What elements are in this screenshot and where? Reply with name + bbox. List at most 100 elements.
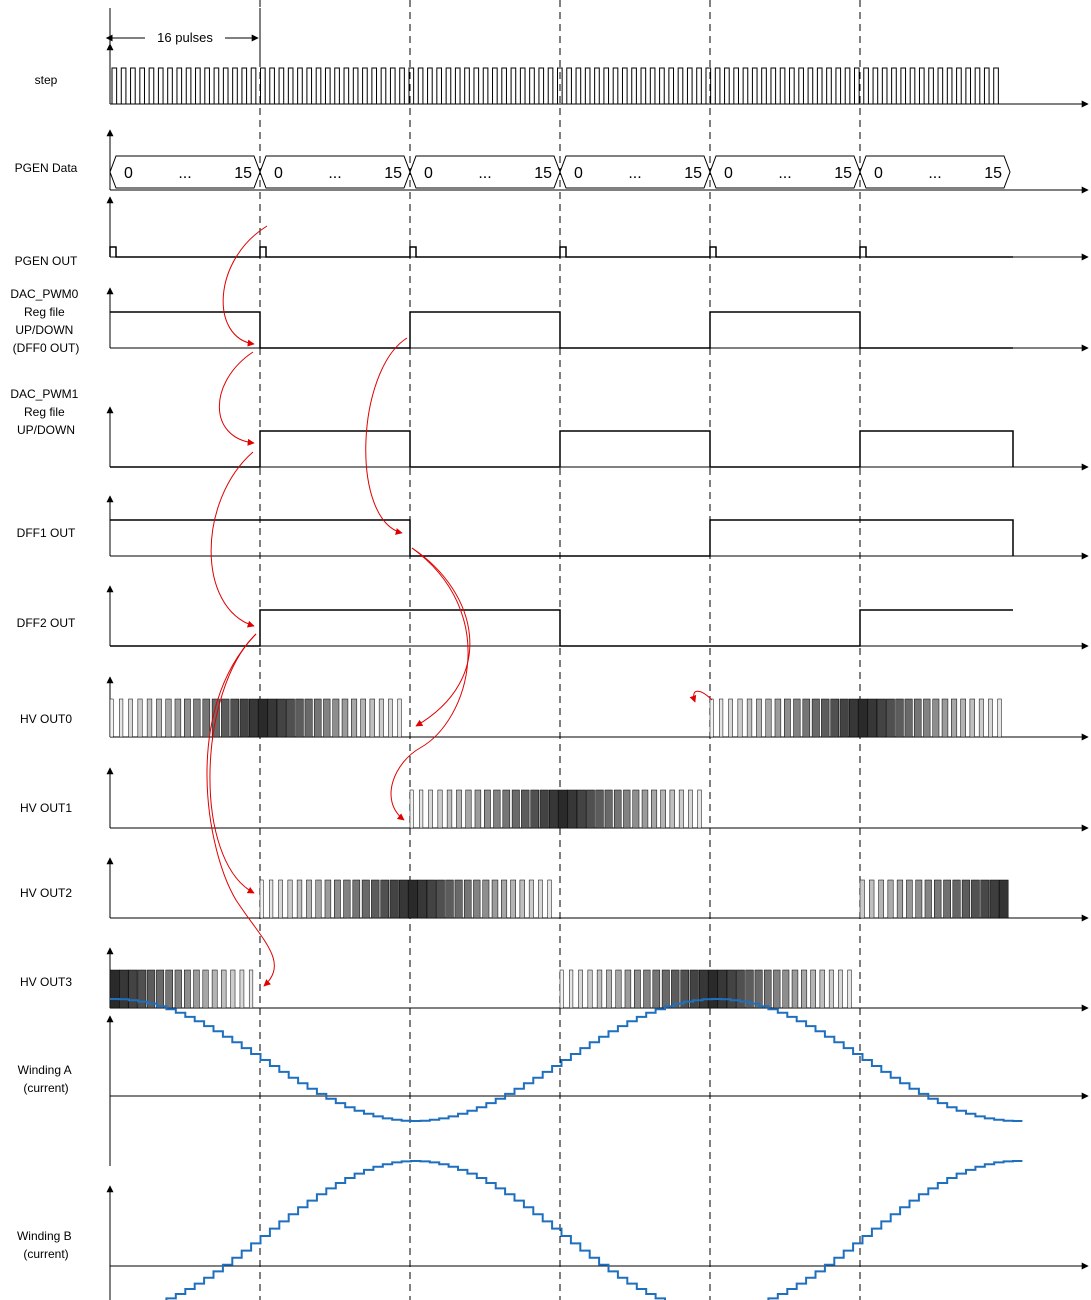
hv-pulse bbox=[793, 698, 801, 738]
hv-pulse bbox=[756, 698, 762, 738]
hv-pulse bbox=[286, 698, 295, 738]
hv-pulse bbox=[960, 698, 966, 738]
signal-labels: step PGEN Data PGEN OUT DAC_PWM0 Reg fil… bbox=[10, 73, 79, 1261]
bus-start-value: 0 bbox=[874, 165, 883, 182]
hv-pulse bbox=[558, 789, 569, 829]
level-waveforms bbox=[110, 311, 1014, 647]
hv-pulse bbox=[613, 789, 622, 829]
hv-pulse bbox=[719, 698, 724, 738]
hv-pulse bbox=[980, 879, 990, 919]
hv-pulse bbox=[146, 698, 153, 738]
hv-pulse bbox=[230, 969, 236, 1009]
hv-pulse bbox=[971, 879, 980, 919]
hv-pulse bbox=[698, 969, 709, 1009]
hv-pulse bbox=[491, 879, 499, 919]
hv-pulse bbox=[165, 698, 172, 738]
bus-ellipsis: ... bbox=[178, 165, 191, 182]
hv-pulse bbox=[801, 969, 808, 1009]
hv-pulse bbox=[989, 879, 999, 919]
label-winding-a: Winding A (current) bbox=[18, 1063, 75, 1095]
hv-pulse bbox=[397, 698, 402, 738]
hv-pulse bbox=[248, 969, 254, 1009]
hv-pulse bbox=[604, 789, 613, 829]
hv-pulse bbox=[259, 879, 264, 919]
hv-pulse bbox=[623, 789, 631, 829]
hv-pulse bbox=[669, 789, 675, 829]
hv-pulse bbox=[174, 969, 182, 1009]
hv-pulse bbox=[661, 969, 670, 1009]
label-hv3: HV OUT3 bbox=[20, 975, 72, 989]
hv-pulse bbox=[641, 789, 649, 829]
hv-pulse bbox=[539, 789, 549, 829]
hv-pulse bbox=[239, 698, 249, 738]
hv-pulse bbox=[821, 698, 830, 738]
hv-pulse bbox=[941, 698, 949, 738]
hv-pulse bbox=[576, 789, 586, 829]
hv-pulse bbox=[388, 698, 393, 738]
hv-pulse bbox=[773, 969, 781, 1009]
hv-pulse bbox=[569, 969, 574, 1009]
level-dac_pwm1 bbox=[110, 430, 1014, 468]
hv-pulse bbox=[278, 879, 283, 919]
hv-pulse bbox=[736, 969, 745, 1009]
hv-pulse bbox=[943, 879, 951, 919]
hv-pulse bbox=[445, 879, 454, 919]
bus-ellipsis: ... bbox=[478, 165, 491, 182]
hv-pulse bbox=[745, 969, 754, 1009]
bus-end-value: 15 bbox=[834, 165, 852, 182]
pulse-span-dimension: 16 pulses bbox=[105, 8, 261, 62]
hv-pulse bbox=[267, 698, 277, 738]
bus-ellipsis: ... bbox=[328, 165, 341, 182]
hv-pulse bbox=[454, 879, 463, 919]
hv-pulse bbox=[548, 789, 559, 829]
hv-pulse bbox=[596, 969, 603, 1009]
hv-pulse bbox=[465, 789, 472, 829]
hv-pulse bbox=[660, 789, 666, 829]
hv-pulse bbox=[634, 969, 641, 1009]
hv-pulse bbox=[969, 698, 975, 738]
bus-end-value: 15 bbox=[384, 165, 402, 182]
hv-pulse bbox=[174, 698, 182, 738]
bus-segment bbox=[859, 155, 1011, 189]
hv-pulse bbox=[519, 879, 525, 919]
hv-pulse bbox=[417, 879, 427, 919]
hv-pulse bbox=[858, 698, 869, 738]
hv-pulse bbox=[510, 879, 516, 919]
arrow-dff1-to-hv1 bbox=[390, 547, 469, 821]
hv-pulse bbox=[193, 698, 201, 738]
hv-pulse bbox=[763, 969, 772, 1009]
bus-start-value: 0 bbox=[724, 165, 733, 182]
hv-pulse bbox=[360, 698, 366, 738]
bus-end-value: 15 bbox=[234, 165, 252, 182]
hv-pulse bbox=[343, 879, 351, 919]
hv-pulse bbox=[146, 969, 156, 1009]
hv-pulse bbox=[595, 789, 604, 829]
pgen-data-bus: 0... 15 0... 15 0... 15 0... 15 0... 15 0... 15 bbox=[109, 155, 1011, 189]
hv-pulse bbox=[913, 698, 922, 738]
hv-pulse bbox=[463, 879, 472, 919]
arrow-hv0-to-hv0 bbox=[689, 690, 713, 703]
bus-start-value: 0 bbox=[574, 165, 583, 182]
hv-pulse bbox=[193, 969, 200, 1009]
hv-pulse bbox=[559, 969, 564, 1009]
hv-pulse bbox=[408, 879, 419, 919]
hv-pulse bbox=[774, 698, 782, 738]
bus-ellipsis: ... bbox=[628, 165, 641, 182]
hv-pulse bbox=[746, 698, 753, 738]
hv-pulse bbox=[306, 879, 312, 919]
pgen-pulses bbox=[109, 246, 1013, 258]
hv-pulse bbox=[737, 698, 743, 738]
hv-pulse bbox=[221, 698, 230, 738]
hv-pulse bbox=[906, 879, 913, 919]
hv-pulse bbox=[184, 969, 191, 1009]
level-dff1 bbox=[110, 519, 1014, 557]
hv-pulse bbox=[754, 969, 763, 1009]
hv-pulse bbox=[119, 969, 129, 1009]
hv-pulse bbox=[119, 698, 124, 738]
hv-outputs bbox=[109, 698, 1009, 1009]
hv-pulse bbox=[678, 789, 684, 829]
hv-pulse bbox=[717, 969, 727, 1009]
hv-pulse bbox=[697, 789, 702, 829]
hv-pulse bbox=[239, 969, 245, 1009]
bus-start-value: 0 bbox=[424, 165, 433, 182]
